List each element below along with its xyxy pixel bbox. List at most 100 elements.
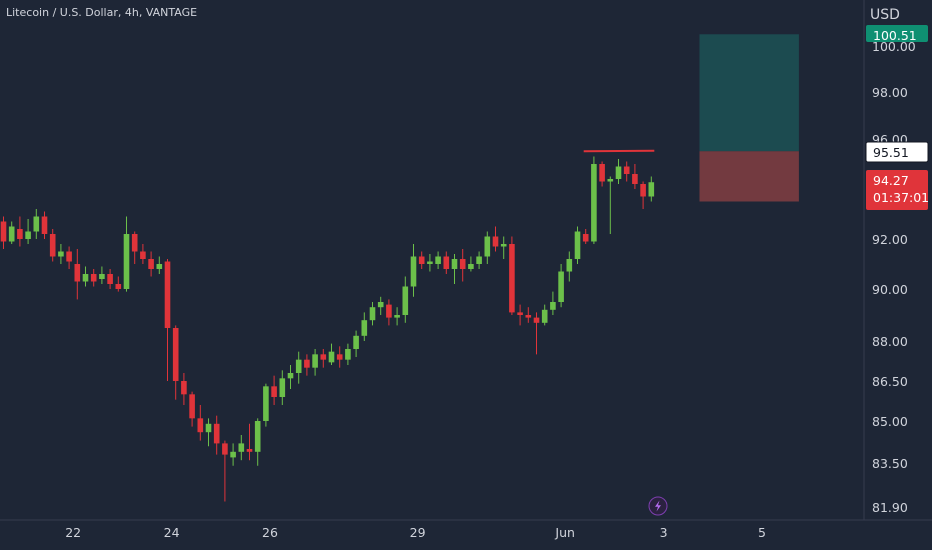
candle-body (295, 359, 302, 373)
position-zones[interactable] (699, 34, 799, 202)
candle-body (156, 264, 163, 269)
candles-group (0, 156, 655, 502)
candle (558, 264, 564, 308)
candle-body (41, 216, 48, 234)
candle (263, 383, 269, 427)
candle-body (336, 354, 343, 360)
candle-body (525, 315, 532, 318)
y-tick-label: 92.00 (872, 232, 908, 247)
candle-body (25, 231, 31, 239)
candle-body (369, 307, 376, 321)
candle (181, 373, 187, 405)
candle-body (189, 394, 195, 419)
candle-body (476, 256, 482, 264)
candle-body (279, 378, 286, 397)
candle-body (386, 304, 392, 318)
candle (394, 307, 400, 326)
candle (304, 354, 310, 376)
candle (238, 435, 245, 461)
target-zone[interactable] (699, 34, 799, 152)
price-axis[interactable]: 100.0098.0096.0092.0090.0088.0086.5085.0… (872, 39, 916, 515)
candle-body (468, 264, 474, 269)
candle (476, 251, 482, 269)
candle (484, 231, 491, 264)
candle (632, 164, 638, 189)
candle-body (623, 166, 630, 174)
candle-body (230, 451, 236, 458)
lightning-icon[interactable] (648, 496, 668, 516)
candle (156, 256, 163, 274)
candle (599, 161, 605, 187)
candle-body (574, 231, 581, 259)
x-tick-label: 5 (758, 525, 766, 540)
y-tick-label: 98.00 (872, 85, 908, 100)
entry-price-badge-text: 95.51 (873, 145, 909, 160)
candle (468, 256, 474, 272)
candle-body (287, 373, 294, 379)
candle (82, 266, 89, 287)
candle (222, 440, 228, 502)
candle-body (591, 164, 597, 242)
candle-body (410, 256, 417, 287)
resistance-line[interactable] (583, 149, 655, 153)
candle-body (599, 164, 605, 182)
candle (336, 346, 343, 368)
x-tick-label: 29 (410, 525, 426, 540)
candle-body (82, 274, 89, 282)
x-tick-label: 3 (660, 525, 668, 540)
candle-body (172, 328, 179, 381)
y-tick-label: 90.00 (872, 282, 908, 297)
candle-body (353, 335, 359, 349)
candle-body (328, 351, 335, 363)
candle (107, 269, 113, 289)
candle-body (304, 359, 310, 368)
candle-body (271, 386, 277, 397)
candle (8, 221, 15, 244)
candle-body (640, 184, 646, 197)
candle (386, 299, 392, 326)
price-badges: 100.51 95.51 94.27 01:37:01 (865, 25, 929, 210)
candle (550, 291, 556, 315)
candle-body (238, 443, 245, 452)
time-axis[interactable]: 22 24 26 29 Jun 3 5 (65, 525, 766, 540)
candle-body (533, 317, 540, 323)
candle (492, 226, 499, 252)
candle (410, 244, 417, 297)
candle-body (427, 261, 433, 264)
y-tick-label: 100.00 (872, 39, 916, 54)
candle-body (435, 256, 441, 264)
candle (66, 246, 72, 269)
candle (17, 216, 23, 247)
candle-body (558, 271, 564, 302)
candle-body (205, 423, 212, 433)
x-tick-label: 22 (65, 525, 81, 540)
candle-body (418, 256, 425, 264)
entry-price-badge: 95.51 (865, 141, 929, 163)
target-price-badge-text: 100.51 (873, 28, 917, 43)
candle-body (394, 315, 400, 318)
last-price-badge: 94.27 01:37:01 (866, 170, 929, 210)
candle-body (484, 236, 491, 257)
candle (230, 443, 236, 466)
stop-zone[interactable] (699, 151, 799, 202)
candle (509, 236, 515, 315)
candle-body (550, 302, 556, 310)
candle-body (615, 166, 622, 179)
y-tick-label: 85.00 (872, 414, 908, 429)
candle-body (164, 261, 171, 328)
candle-body (500, 244, 507, 247)
candle-body (648, 182, 655, 197)
candle-body (451, 259, 458, 269)
candle (213, 415, 220, 455)
candle (131, 231, 138, 264)
candle (402, 276, 409, 323)
candle (517, 304, 523, 326)
annotation-lines[interactable] (583, 149, 655, 153)
candle (115, 276, 122, 292)
candle-body (402, 286, 409, 315)
candle-body (0, 221, 7, 242)
candle (164, 259, 171, 381)
candle (74, 249, 81, 300)
currency-label[interactable]: USD (870, 7, 900, 23)
